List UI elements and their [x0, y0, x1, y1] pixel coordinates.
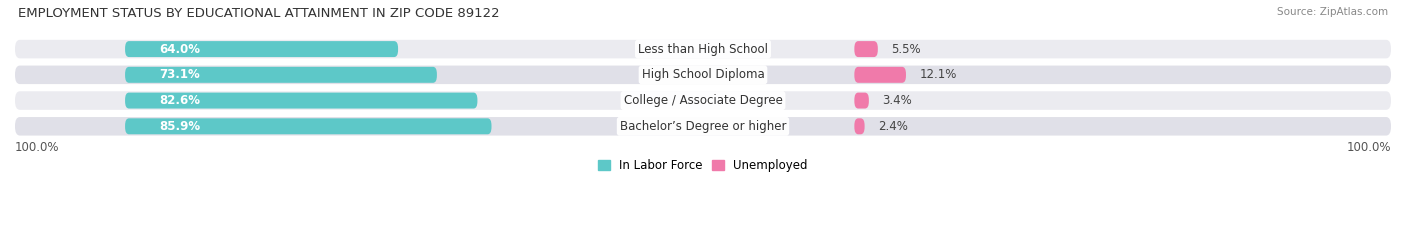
Text: EMPLOYMENT STATUS BY EDUCATIONAL ATTAINMENT IN ZIP CODE 89122: EMPLOYMENT STATUS BY EDUCATIONAL ATTAINM…	[18, 7, 501, 20]
Text: Bachelor’s Degree or higher: Bachelor’s Degree or higher	[620, 120, 786, 133]
FancyBboxPatch shape	[125, 41, 398, 57]
FancyBboxPatch shape	[855, 118, 865, 134]
Text: 82.6%: 82.6%	[159, 94, 201, 107]
Text: 100.0%: 100.0%	[1347, 141, 1391, 154]
Text: 12.1%: 12.1%	[920, 68, 957, 81]
FancyBboxPatch shape	[15, 40, 1391, 58]
FancyBboxPatch shape	[855, 93, 869, 109]
Text: 73.1%: 73.1%	[159, 68, 200, 81]
FancyBboxPatch shape	[125, 67, 437, 83]
FancyBboxPatch shape	[15, 117, 1391, 136]
FancyBboxPatch shape	[125, 118, 492, 134]
Text: 85.9%: 85.9%	[159, 120, 201, 133]
Text: 3.4%: 3.4%	[883, 94, 912, 107]
Text: High School Diploma: High School Diploma	[641, 68, 765, 81]
Legend: In Labor Force, Unemployed: In Labor Force, Unemployed	[593, 154, 813, 177]
Text: Less than High School: Less than High School	[638, 43, 768, 56]
FancyBboxPatch shape	[855, 67, 905, 83]
FancyBboxPatch shape	[125, 93, 478, 109]
Text: 5.5%: 5.5%	[891, 43, 921, 56]
Text: Source: ZipAtlas.com: Source: ZipAtlas.com	[1277, 7, 1388, 17]
FancyBboxPatch shape	[15, 65, 1391, 84]
FancyBboxPatch shape	[15, 91, 1391, 110]
Text: 100.0%: 100.0%	[15, 141, 59, 154]
Text: 2.4%: 2.4%	[879, 120, 908, 133]
Text: 64.0%: 64.0%	[159, 43, 201, 56]
FancyBboxPatch shape	[855, 41, 877, 57]
Text: College / Associate Degree: College / Associate Degree	[624, 94, 782, 107]
